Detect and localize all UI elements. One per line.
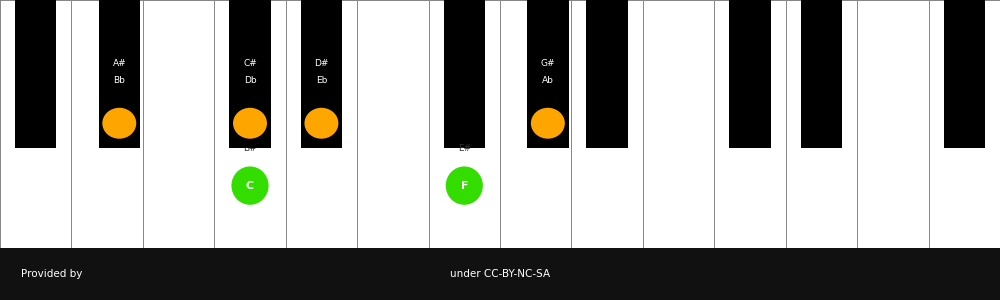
Text: F: F xyxy=(461,181,468,190)
Bar xyxy=(801,0,842,148)
Bar xyxy=(15,0,56,148)
Bar xyxy=(571,0,643,248)
Bar xyxy=(929,0,1000,248)
Text: G#: G# xyxy=(541,59,555,68)
Bar xyxy=(357,0,429,248)
Bar xyxy=(500,0,571,248)
Bar xyxy=(229,0,271,148)
Bar xyxy=(214,0,286,248)
Bar xyxy=(99,0,140,148)
Text: C: C xyxy=(246,181,254,190)
Bar xyxy=(429,0,500,248)
Bar xyxy=(444,0,485,148)
Bar xyxy=(714,0,786,248)
Ellipse shape xyxy=(233,108,267,139)
Text: Bb: Bb xyxy=(113,76,125,85)
Bar xyxy=(143,0,214,248)
Bar xyxy=(643,0,714,248)
Text: B#: B# xyxy=(243,144,257,153)
Text: A#: A# xyxy=(112,59,126,68)
Bar xyxy=(286,0,357,248)
Text: under CC-BY-NC-SA: under CC-BY-NC-SA xyxy=(450,269,550,279)
Text: E#: E# xyxy=(458,144,471,153)
Bar xyxy=(71,0,143,248)
Text: Provided by: Provided by xyxy=(21,269,83,279)
Text: Ab: Ab xyxy=(542,76,554,85)
Text: Db: Db xyxy=(244,76,256,85)
Bar xyxy=(944,0,985,148)
Text: D#: D# xyxy=(314,59,329,68)
Bar xyxy=(0,0,71,248)
Bar xyxy=(99,0,140,148)
Bar xyxy=(0,248,1000,300)
Bar xyxy=(586,0,628,148)
Ellipse shape xyxy=(531,108,565,139)
Bar xyxy=(729,0,771,148)
Text: Eb: Eb xyxy=(316,76,327,85)
Bar xyxy=(301,0,342,148)
Bar xyxy=(527,0,569,148)
Bar xyxy=(301,0,342,148)
Ellipse shape xyxy=(446,167,483,205)
Ellipse shape xyxy=(102,108,136,139)
Text: C#: C# xyxy=(243,59,257,68)
Ellipse shape xyxy=(231,167,269,205)
Bar xyxy=(786,0,857,248)
Bar xyxy=(527,0,569,148)
Bar xyxy=(857,0,929,248)
Bar xyxy=(229,0,271,148)
Ellipse shape xyxy=(304,108,338,139)
